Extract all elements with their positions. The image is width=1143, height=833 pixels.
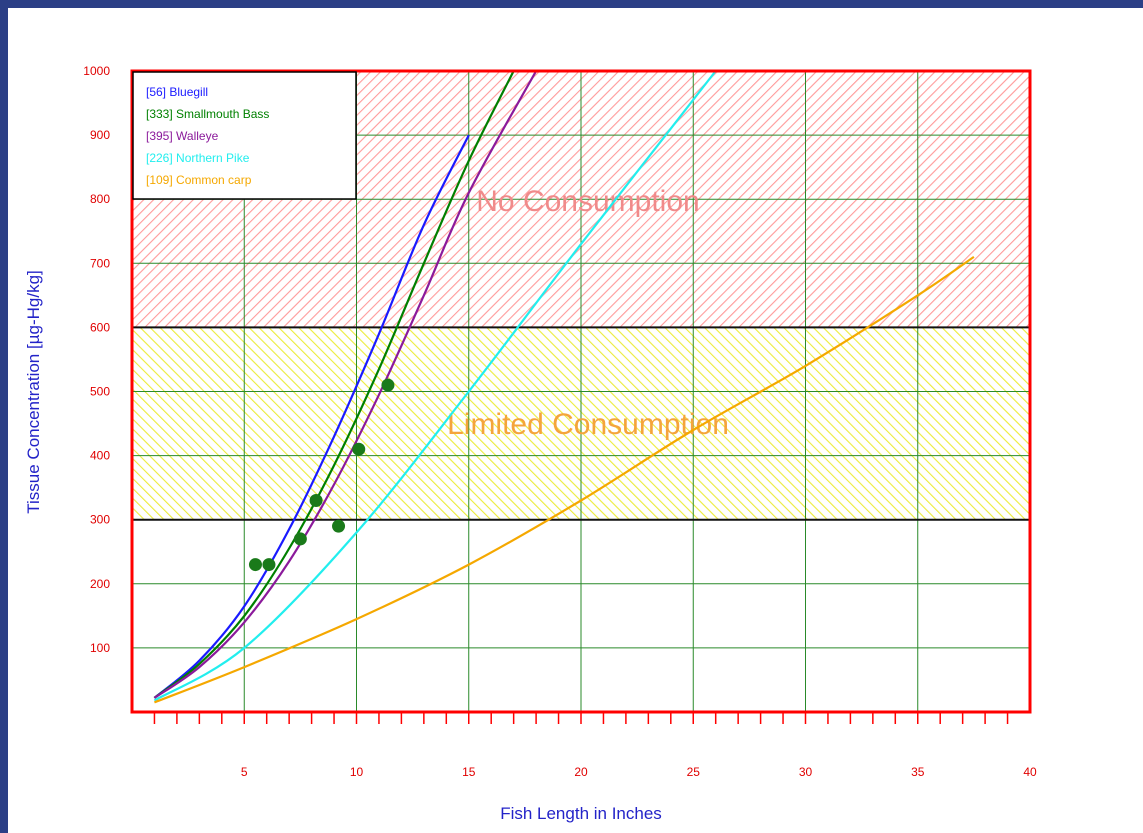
y-tick-label-0: 100	[90, 641, 110, 655]
zone-label-1: Limited Consumption	[447, 408, 729, 441]
series-lines	[153, 71, 975, 704]
x-tick-label-1: 10	[350, 765, 364, 779]
x-tick-label-4: 25	[687, 765, 701, 779]
y-axis-title: Tissue Concentration [µg-Hg/kg]	[24, 270, 43, 514]
data-point-1	[262, 558, 276, 572]
legend-entry-1: [333] Smallmouth Bass	[146, 107, 269, 121]
x-tick-label-0: 5	[241, 765, 248, 779]
data-point-3	[309, 493, 323, 507]
x-axis-title: Fish Length in Inches	[500, 804, 662, 823]
data-point-5	[352, 442, 366, 456]
zone-labels: No Consumption Limited Consumption	[447, 185, 729, 441]
legend-entry-0: [56] Bluegill	[146, 85, 208, 99]
y-tick-label-9: 1000	[83, 64, 110, 78]
y-tick-label-4: 500	[90, 385, 110, 399]
series-line-0	[153, 134, 470, 699]
data-point-2	[293, 532, 307, 546]
legend-entry-4: [109] Common carp	[146, 173, 252, 187]
y-tick-label-7: 800	[90, 192, 110, 206]
y-tick-label-5: 600	[90, 320, 110, 334]
y-tick-label-8: 900	[90, 128, 110, 142]
x-tick-label-2: 15	[462, 765, 476, 779]
x-tick-label-3: 20	[574, 765, 588, 779]
legend-entry-2: [395] Walleye	[146, 129, 219, 143]
observed-points	[248, 378, 395, 572]
legend-entry-3: [226] Northern Pike	[146, 151, 250, 165]
y-tick-label-2: 300	[90, 513, 110, 527]
x-tick-label-6: 35	[911, 765, 925, 779]
series-line-4	[153, 255, 975, 704]
data-point-6	[381, 378, 395, 392]
y-tick-labels: 100 200 300 400 500 600 700 800 900 1000	[83, 64, 110, 655]
y-tick-label-1: 200	[90, 577, 110, 591]
fish-mercury-chart: No Consumption Limited Consumption 5 10 15 2…	[24, 64, 1037, 823]
y-tick-label-3: 400	[90, 449, 110, 463]
legend: [56] Bluegill [333] Smallmouth Bass [395] …	[132, 71, 357, 200]
series-line-3	[153, 71, 717, 702]
zone-boundaries	[132, 326, 1030, 521]
data-point-4	[332, 519, 346, 533]
series-line-1	[153, 71, 515, 699]
y-tick-label-6: 700	[90, 256, 110, 270]
x-tick-labels: 5 10 15 20 25 30 35 40	[241, 765, 1037, 779]
legend-box	[132, 71, 357, 200]
x-tick-label-5: 30	[799, 765, 813, 779]
data-point-0	[248, 558, 262, 572]
zone-label-0: No Consumption	[476, 185, 699, 218]
series-line-2	[153, 71, 538, 699]
x-minor-ticks	[153, 712, 1009, 724]
x-tick-label-7: 40	[1023, 765, 1037, 779]
